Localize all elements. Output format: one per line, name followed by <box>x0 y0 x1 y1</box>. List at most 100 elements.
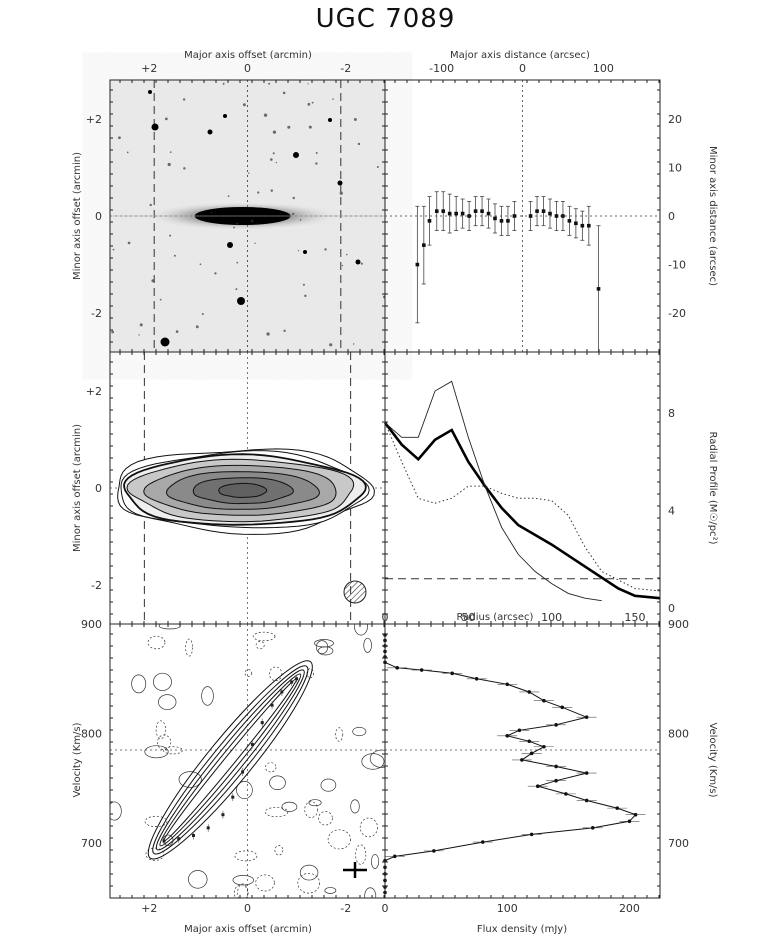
star <box>275 161 278 164</box>
data-point <box>541 196 546 227</box>
star <box>237 297 245 305</box>
star <box>175 330 179 333</box>
star <box>353 117 357 121</box>
profile-point <box>450 671 455 676</box>
star <box>303 250 307 254</box>
emission-contour <box>163 678 298 842</box>
noise-contour <box>355 844 367 865</box>
star <box>283 329 286 333</box>
data-point <box>554 201 559 231</box>
panel-f-ytick: 900 <box>668 618 689 631</box>
panel-d-xtick: 0 <box>382 611 389 624</box>
rc-point <box>221 813 225 817</box>
star <box>126 151 129 154</box>
star <box>266 332 270 336</box>
panel-b-ytick: -20 <box>668 307 686 320</box>
data-point <box>447 193 452 234</box>
figure-title: UGC 7089 <box>315 4 456 34</box>
noise-contour <box>244 669 253 677</box>
star <box>315 162 318 165</box>
panel-f-ytick: 700 <box>668 837 689 850</box>
panel-f-xtick: 0 <box>382 902 389 915</box>
noise-contour <box>155 720 166 740</box>
panel-c-ytick: -2 <box>91 579 102 592</box>
data-point <box>528 201 533 231</box>
point-marker <box>460 211 465 216</box>
star <box>257 191 260 194</box>
noise-contour <box>145 847 165 861</box>
profile-point <box>505 733 510 738</box>
star <box>341 264 344 267</box>
noise-contour <box>318 811 333 826</box>
point-marker <box>422 243 426 247</box>
point-marker <box>473 209 478 213</box>
profile-line-dotted <box>384 422 661 592</box>
panel-f-xtick: 100 <box>497 902 518 915</box>
pv-content <box>110 624 385 898</box>
rc-point <box>250 743 254 747</box>
star <box>250 219 254 223</box>
profile-point <box>527 739 532 744</box>
point-marker <box>561 214 565 218</box>
noise-contour <box>255 641 265 650</box>
profile-point <box>535 784 540 789</box>
noise-contour <box>361 753 385 770</box>
panel-b-xlabel-top: Major axis distance (arcsec) <box>450 50 590 61</box>
profile-point <box>480 840 485 844</box>
star <box>148 90 152 94</box>
profile-point <box>564 792 568 796</box>
panel-radial-profile <box>383 380 661 602</box>
profile-point <box>474 677 479 681</box>
star <box>292 212 295 215</box>
star <box>293 152 299 158</box>
panel-f-ytick: 800 <box>668 728 689 741</box>
point-marker <box>486 211 491 216</box>
star <box>352 343 355 345</box>
panel-hi-map <box>110 352 385 624</box>
star <box>324 248 327 251</box>
star <box>304 294 307 298</box>
noise-contour <box>158 694 177 710</box>
panel-d-xtick: 100 <box>541 611 562 624</box>
profile-point <box>554 723 558 727</box>
star <box>183 167 186 170</box>
panel-a-ylabel: Minor axis offset (arcmin) <box>72 152 83 280</box>
star <box>112 248 115 251</box>
star <box>169 234 172 237</box>
panel-e-ytick: 900 <box>81 618 102 631</box>
noise-contour <box>185 638 193 657</box>
profile-line-thin <box>384 380 602 602</box>
star <box>242 103 246 107</box>
data-point <box>586 205 591 246</box>
panel-a-ytick: 0 <box>95 210 102 223</box>
point-marker <box>441 209 446 213</box>
point-marker <box>528 214 533 218</box>
star <box>307 102 311 106</box>
panel-a-ytick: +2 <box>86 113 102 126</box>
panel-b-ylabel: Minor axis distance (arcsec) <box>707 146 718 286</box>
data-point <box>467 201 472 231</box>
profile-line-thick <box>383 421 661 600</box>
star <box>272 152 275 155</box>
star <box>169 151 172 153</box>
panel-global-profile <box>383 633 660 895</box>
noise-contour <box>269 666 283 682</box>
star <box>337 180 343 186</box>
star <box>236 261 239 264</box>
star <box>236 222 239 225</box>
noise-contour <box>335 727 344 742</box>
rc-point <box>295 677 299 681</box>
star <box>127 241 131 245</box>
point-marker <box>567 219 572 223</box>
star <box>199 263 202 266</box>
profile-point <box>517 728 522 733</box>
noise-contour <box>255 874 275 892</box>
star <box>247 172 250 174</box>
profile-point <box>392 854 397 859</box>
star <box>227 242 233 248</box>
star <box>254 242 256 245</box>
star <box>195 325 199 329</box>
beam-ellipse <box>343 580 367 604</box>
panel-e-xtick: +2 <box>141 902 157 915</box>
data-point <box>421 205 426 285</box>
